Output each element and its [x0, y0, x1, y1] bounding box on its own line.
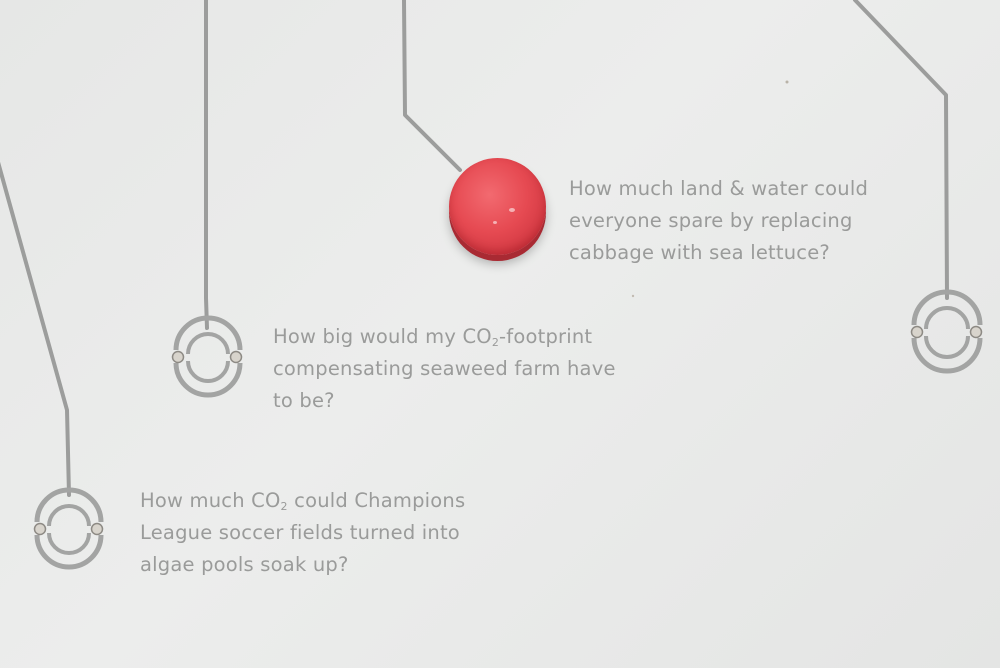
trace-line-button [402, 0, 462, 172]
red-push-button[interactable] [449, 158, 546, 255]
question-line: League soccer fields turned into [140, 521, 460, 544]
question-line: How much land & water could [569, 177, 869, 200]
contact-ring-footprint[interactable] [171, 315, 243, 398]
speck [631, 294, 635, 298]
subscript: 2 [280, 500, 288, 513]
trace-line-right [853, 0, 949, 300]
trace-line-soccer [0, 161, 71, 497]
speck [785, 80, 789, 84]
question-line: How much CO2 could Champions [140, 485, 465, 517]
button-glint [493, 221, 497, 224]
subscript: 2 [491, 336, 500, 349]
question-text: How big would my CO [273, 325, 492, 348]
question-line: compensating seaweed farm have [273, 357, 616, 380]
question-text: could Champions [287, 489, 466, 512]
question-land-water: How much land & water could everyone spa… [569, 173, 868, 269]
trace-line-footprint [204, 0, 209, 330]
question-line: algae pools soak up? [140, 553, 349, 576]
question-footprint: How big would my CO2-footprint compensat… [273, 321, 616, 417]
contact-ring-soccer[interactable] [33, 487, 104, 570]
question-line: everyone spare by replacing [569, 209, 853, 232]
question-line: How big would my CO2-footprint [273, 321, 616, 353]
question-line: to be? [273, 389, 335, 412]
button-glint [509, 208, 515, 212]
contact-ring-right[interactable] [910, 289, 983, 374]
question-text: -footprint [499, 325, 593, 348]
question-soccer: How much CO2 could Champions League socc… [140, 485, 465, 581]
question-line: cabbage with sea lettuce? [569, 241, 830, 264]
question-text: How much CO [140, 489, 281, 512]
